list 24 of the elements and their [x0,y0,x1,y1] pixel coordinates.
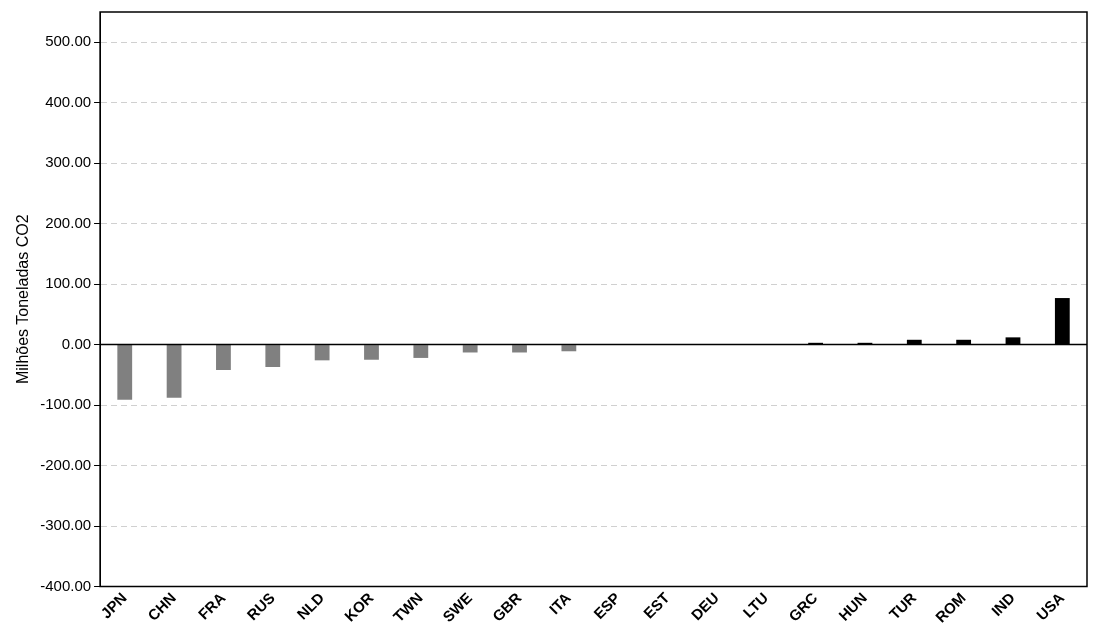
y-tick-label: -100.00 [40,395,92,413]
bar [216,345,231,371]
bar [265,345,281,367]
y-tick-label: 100.00 [45,274,92,292]
y-tick-label: 0.00 [61,334,92,352]
bar [314,345,330,361]
y-tick-label: -300.00 [40,516,92,534]
bar [512,345,527,353]
x-tick-label: TUR [885,588,920,623]
x-tick-label: ITA [545,588,575,618]
y-tick-label: -200.00 [40,455,92,473]
bar [561,345,577,352]
y-tick-label: -400.00 [40,576,92,594]
bar [117,345,133,400]
bar [166,345,182,398]
y-axis-title: Milhões Toneladas CO2 [14,214,32,385]
y-tick-label: 200.00 [45,213,92,231]
y-tick-label: 300.00 [45,153,92,171]
bar [462,345,478,353]
x-tick-label: IND [987,588,1019,620]
y-tick-label: 400.00 [45,92,92,110]
y-tick-label: 500.00 [45,32,92,50]
bar [413,345,429,358]
bar [364,345,379,360]
